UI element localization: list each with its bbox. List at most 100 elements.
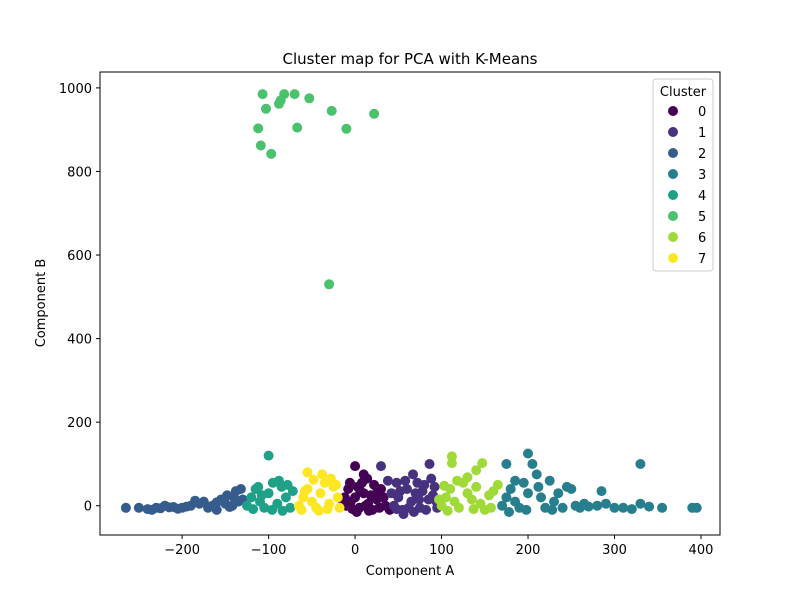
point-cluster-3: [536, 492, 546, 503]
point-cluster-2: [120, 502, 131, 513]
x-tick-label: −100: [251, 543, 287, 558]
point-cluster-6: [442, 505, 453, 516]
point-cluster-4: [280, 492, 291, 503]
point-cluster-2: [211, 504, 222, 515]
legend-marker-4: [668, 190, 678, 200]
point-cluster-6: [446, 458, 457, 469]
point-cluster-0: [363, 505, 374, 516]
legend-label-3: 3: [698, 168, 706, 183]
point-cluster-6: [462, 472, 473, 483]
plot-frame: [99, 71, 721, 536]
point-cluster-3: [497, 500, 508, 511]
point-cluster-3: [518, 477, 529, 488]
point-cluster-0: [350, 461, 361, 472]
point-cluster-2: [190, 495, 201, 506]
point-cluster-5: [324, 279, 335, 290]
point-cluster-1: [414, 494, 425, 505]
point-cluster-3: [523, 448, 533, 459]
point-cluster-5: [275, 95, 286, 106]
point-cluster-6: [466, 494, 477, 505]
point-cluster-2: [146, 504, 157, 515]
point-cluster-7: [313, 505, 324, 516]
legend-title: Cluster: [660, 85, 707, 100]
y-tick-label: 400: [67, 333, 92, 348]
y-axis-title: Component B: [34, 259, 49, 348]
point-cluster-2: [222, 490, 233, 501]
point-cluster-5: [266, 148, 277, 159]
point-cluster-1: [400, 475, 411, 486]
legend-marker-1: [668, 127, 678, 137]
point-cluster-0: [380, 500, 391, 511]
legend-label-5: 5: [698, 210, 706, 225]
x-tick-label: 0: [351, 543, 359, 558]
point-cluster-2: [227, 500, 238, 511]
point-cluster-3: [583, 501, 594, 512]
point-cluster-4: [259, 502, 270, 513]
y-tick-label: 200: [67, 416, 92, 431]
point-cluster-3: [544, 475, 555, 486]
point-cluster-4: [277, 505, 288, 516]
point-cluster-0: [372, 486, 383, 497]
y-tick-label: 800: [67, 165, 92, 180]
scatter-points: [120, 89, 702, 520]
point-cluster-5: [369, 108, 380, 119]
point-cluster-1: [386, 488, 397, 499]
legend-frame: [652, 78, 714, 272]
point-cluster-1: [408, 469, 418, 480]
point-cluster-3: [549, 496, 559, 507]
x-tick-label: 300: [602, 543, 627, 558]
point-cluster-3: [504, 507, 514, 517]
point-cluster-5: [255, 140, 266, 151]
legend-label-1: 1: [698, 126, 706, 141]
legend-label-7: 7: [698, 252, 706, 267]
y-tick-label: 0: [84, 500, 92, 515]
point-cluster-3: [527, 459, 538, 469]
point-cluster-5: [304, 93, 315, 104]
legend-marker-7: [668, 253, 678, 263]
point-cluster-5: [292, 122, 303, 133]
point-cluster-4: [263, 450, 274, 461]
legend-items: 0 1 2 3 4 5 6 7: [668, 105, 706, 267]
point-cluster-1: [391, 504, 402, 515]
point-cluster-2: [155, 503, 166, 514]
point-cluster-1: [395, 486, 406, 497]
point-cluster-5: [289, 89, 300, 100]
point-cluster-0: [344, 477, 355, 488]
point-cluster-0: [355, 486, 366, 497]
point-cluster-6: [453, 502, 464, 513]
point-cluster-7: [302, 467, 313, 478]
point-cluster-3: [521, 504, 532, 515]
point-cluster-5: [253, 123, 264, 134]
point-cluster-3: [644, 501, 655, 512]
x-tick-label: −200: [164, 543, 200, 558]
point-cluster-6: [485, 502, 496, 513]
point-cluster-3: [635, 498, 646, 509]
point-cluster-4: [267, 504, 278, 515]
point-cluster-7: [315, 488, 326, 499]
legend-label-2: 2: [698, 147, 706, 162]
point-cluster-7: [322, 504, 333, 515]
point-cluster-4: [274, 475, 284, 486]
point-cluster-1: [424, 459, 435, 469]
point-cluster-3: [626, 504, 637, 515]
point-cluster-3: [566, 484, 577, 494]
point-cluster-6: [471, 465, 482, 476]
point-cluster-0: [358, 469, 369, 480]
point-cluster-3: [531, 469, 542, 480]
point-cluster-6: [468, 504, 479, 515]
point-cluster-5: [326, 105, 337, 116]
legend-marker-3: [668, 169, 678, 179]
point-cluster-1: [421, 504, 431, 515]
point-cluster-0: [378, 492, 389, 503]
point-cluster-4: [282, 479, 293, 490]
x-tick-label: 400: [689, 543, 714, 558]
point-cluster-3: [533, 481, 544, 492]
legend-marker-0: [668, 106, 678, 116]
point-cluster-3: [657, 502, 668, 513]
legend-label-4: 4: [698, 189, 706, 204]
point-cluster-3: [510, 475, 521, 486]
point-cluster-0: [347, 504, 358, 515]
point-cluster-3: [501, 492, 512, 503]
point-cluster-6: [492, 479, 503, 490]
